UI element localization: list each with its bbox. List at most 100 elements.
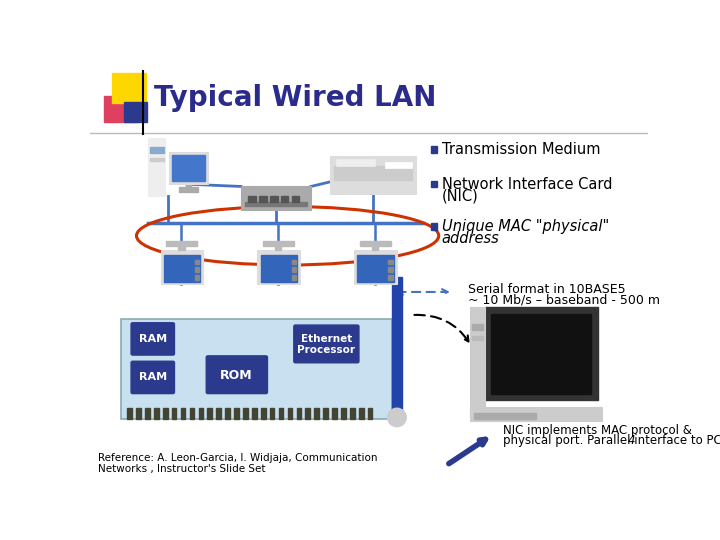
- Bar: [431, 224, 437, 230]
- Bar: [281, 195, 289, 202]
- Text: 4: 4: [628, 434, 635, 447]
- Bar: [186, 184, 191, 188]
- Text: address: address: [442, 231, 500, 246]
- Text: NIC implements MAC protocol &: NIC implements MAC protocol &: [503, 424, 692, 437]
- Bar: [163, 408, 168, 419]
- Text: Ethernet
Processor: Ethernet Processor: [297, 334, 356, 355]
- Text: RAM: RAM: [139, 373, 167, 382]
- Bar: [258, 249, 300, 284]
- Bar: [336, 159, 375, 166]
- Bar: [323, 408, 328, 419]
- Text: ROM: ROM: [220, 369, 253, 382]
- Bar: [234, 408, 239, 419]
- Text: Typical Wired LAN: Typical Wired LAN: [153, 84, 436, 112]
- FancyBboxPatch shape: [294, 325, 359, 363]
- Bar: [181, 408, 185, 419]
- Circle shape: [387, 408, 406, 427]
- Bar: [384, 162, 412, 168]
- Bar: [359, 408, 364, 419]
- Bar: [287, 408, 292, 419]
- Bar: [148, 138, 165, 195]
- Text: RAM: RAM: [139, 334, 167, 344]
- Bar: [469, 407, 601, 421]
- Bar: [270, 195, 277, 202]
- Bar: [431, 146, 437, 153]
- Bar: [248, 195, 256, 202]
- Bar: [124, 102, 148, 122]
- Bar: [150, 158, 163, 161]
- Text: physical port. Parallel interface to PC: physical port. Parallel interface to PC: [503, 434, 720, 447]
- Bar: [169, 152, 208, 184]
- Bar: [315, 408, 319, 419]
- Bar: [172, 408, 176, 419]
- Bar: [194, 275, 199, 280]
- Text: Transmission Medium: Transmission Medium: [442, 142, 600, 157]
- Bar: [270, 408, 274, 419]
- Bar: [474, 413, 536, 419]
- Bar: [472, 336, 483, 340]
- Bar: [392, 276, 402, 415]
- Bar: [275, 245, 282, 249]
- Text: ~ 10 Mb/s – baseband - 500 m: ~ 10 Mb/s – baseband - 500 m: [468, 294, 660, 307]
- Bar: [163, 255, 200, 282]
- Bar: [179, 245, 184, 249]
- Bar: [259, 195, 266, 202]
- Bar: [127, 408, 132, 419]
- Bar: [388, 260, 393, 264]
- Bar: [245, 202, 307, 206]
- Bar: [472, 325, 483, 330]
- Bar: [297, 408, 301, 419]
- Bar: [194, 260, 199, 264]
- Bar: [431, 181, 437, 187]
- Text: Serial format in 10BASE5: Serial format in 10BASE5: [468, 283, 626, 296]
- Bar: [388, 267, 393, 272]
- Text: Reference: A. Leon-Garcia, I. Widjaja, Communication
Networks , Instructor's Sli: Reference: A. Leon-Garcia, I. Widjaja, C…: [98, 453, 377, 475]
- Bar: [292, 195, 300, 202]
- Bar: [207, 408, 212, 419]
- Bar: [136, 408, 141, 419]
- Bar: [161, 249, 203, 284]
- Bar: [360, 241, 391, 246]
- Bar: [154, 408, 158, 419]
- Bar: [261, 408, 266, 419]
- Bar: [199, 408, 203, 419]
- Bar: [194, 267, 199, 272]
- FancyBboxPatch shape: [131, 361, 174, 394]
- Bar: [145, 408, 150, 419]
- Bar: [292, 267, 296, 272]
- Bar: [261, 255, 297, 282]
- Bar: [469, 307, 485, 415]
- Bar: [263, 241, 294, 246]
- Bar: [189, 408, 194, 419]
- Bar: [332, 408, 337, 419]
- Bar: [341, 408, 346, 419]
- Bar: [172, 155, 204, 181]
- Bar: [241, 186, 311, 210]
- Bar: [350, 408, 355, 419]
- Bar: [279, 408, 284, 419]
- Bar: [372, 245, 378, 249]
- Bar: [292, 275, 296, 280]
- Bar: [112, 72, 145, 103]
- Text: Network Interface Card: Network Interface Card: [442, 177, 612, 192]
- Bar: [216, 408, 221, 419]
- Bar: [166, 241, 197, 246]
- Bar: [292, 260, 296, 264]
- Bar: [305, 408, 310, 419]
- Bar: [357, 255, 394, 282]
- Bar: [225, 408, 230, 419]
- Bar: [179, 187, 198, 192]
- Bar: [388, 275, 393, 280]
- Text: (NIC): (NIC): [442, 188, 479, 203]
- Bar: [252, 408, 256, 419]
- Bar: [334, 166, 412, 180]
- FancyBboxPatch shape: [206, 356, 267, 394]
- Bar: [243, 408, 248, 419]
- Text: Unique MAC "physical": Unique MAC "physical": [442, 219, 609, 234]
- Bar: [330, 156, 415, 194]
- Bar: [104, 96, 137, 122]
- Bar: [368, 408, 372, 419]
- Bar: [492, 314, 591, 394]
- Bar: [485, 307, 598, 400]
- Bar: [354, 249, 397, 284]
